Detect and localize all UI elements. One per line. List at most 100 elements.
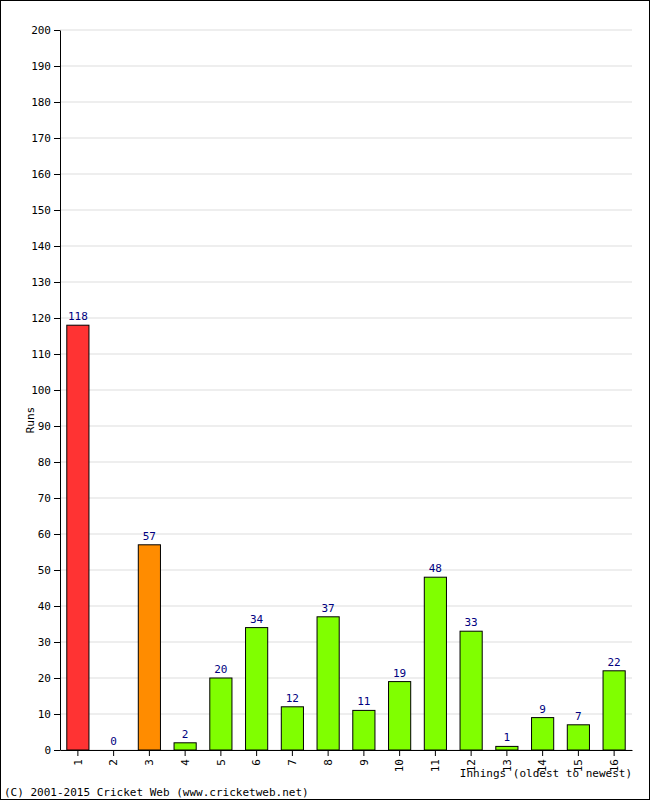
tick-label: 3 (143, 759, 156, 766)
tick-label: 90 (38, 420, 51, 433)
tick-mark (399, 750, 400, 756)
tick-label: 200 (31, 24, 51, 37)
data-label: 34 (250, 613, 264, 626)
tick: 70 (38, 492, 60, 505)
tick-mark (77, 750, 78, 756)
tick-label: 11 (429, 759, 442, 772)
y-axis: 0102030405060708090100110120130140150160… (31, 24, 60, 757)
tick-mark (471, 750, 472, 756)
plot-area: 0102030405060708090100110120130140150160… (31, 24, 632, 772)
tick: 10 (38, 708, 60, 721)
data-label: 11 (357, 695, 370, 708)
tick-label: 80 (38, 456, 51, 469)
data-label: 7 (575, 710, 582, 723)
annotation: (C) 2001-2015 Cricket Web (www.cricketwe… (4, 786, 309, 799)
tick: 20 (38, 672, 60, 685)
tick-mark (54, 390, 60, 391)
tick-mark (54, 102, 60, 103)
tick-label: 110 (31, 348, 51, 361)
tick: 4 (179, 750, 192, 766)
data-label: 1 (504, 731, 511, 744)
chart-container: 0102030405060708090100110120130140150160… (0, 0, 650, 800)
bar (389, 682, 411, 750)
tick-mark (54, 138, 60, 139)
grid-line (60, 102, 632, 103)
chart-svg: 0102030405060708090100110120130140150160… (0, 0, 650, 800)
tick-mark (54, 246, 60, 247)
grid-line (60, 390, 632, 391)
data-labels: 1180572203412371119483319722 (68, 310, 621, 748)
tick: 10 (393, 750, 406, 772)
bar (174, 743, 196, 750)
tick: 200 (31, 24, 60, 37)
tick-mark (54, 174, 60, 175)
tick: 90 (38, 420, 60, 433)
axis-line (61, 750, 633, 751)
tick: 30 (38, 636, 60, 649)
tick: 160 (31, 168, 60, 181)
tick-label: 60 (38, 528, 51, 541)
grid-line (60, 354, 632, 355)
tick-mark (328, 750, 329, 756)
tick-label: 170 (31, 132, 51, 145)
bar (103, 750, 125, 751)
tick-mark (113, 750, 114, 756)
tick-label: 50 (38, 564, 51, 577)
tick-mark (506, 750, 507, 756)
bars (67, 325, 625, 750)
tick-label: 1 (72, 759, 85, 766)
tick: 110 (31, 348, 60, 361)
data-label: 12 (286, 692, 299, 705)
tick-mark (54, 318, 60, 319)
grid-line (60, 66, 632, 67)
tick-mark (54, 498, 60, 499)
tick-mark (185, 750, 186, 756)
grid-line (60, 210, 632, 211)
tick: 140 (31, 240, 60, 253)
grid-line (60, 318, 632, 319)
grid-line (60, 246, 632, 247)
tick-label: 5 (215, 759, 228, 766)
grid (60, 30, 632, 750)
tick-mark (54, 678, 60, 679)
tick: 6 (250, 750, 263, 766)
axis-line (60, 31, 61, 751)
tick: 3 (143, 750, 156, 766)
tick-label: 180 (31, 96, 51, 109)
grid-line (60, 462, 632, 463)
tick-label: 10 (393, 759, 406, 772)
data-label: 37 (322, 602, 335, 615)
tick-mark (54, 282, 60, 283)
bar (496, 746, 518, 750)
x-axis-title: Innings (oldest to newest) (460, 767, 632, 780)
tick-mark (54, 534, 60, 535)
tick-mark (149, 750, 150, 756)
bar (210, 678, 232, 750)
tick-label: 30 (38, 636, 51, 649)
tick-mark (363, 750, 364, 756)
data-label: 48 (429, 562, 442, 575)
grid-line (60, 138, 632, 139)
tick: 50 (38, 564, 60, 577)
tick-label: 140 (31, 240, 51, 253)
tick-mark (54, 714, 60, 715)
tick-mark (54, 210, 60, 211)
data-label: 0 (110, 735, 117, 748)
tick-label: 40 (38, 600, 51, 613)
data-label: 22 (608, 656, 621, 669)
data-label: 2 (182, 728, 189, 741)
bar (281, 707, 303, 750)
tick: 190 (31, 60, 60, 73)
bar (67, 325, 89, 750)
tick-label: 100 (31, 384, 51, 397)
tick-label: 150 (31, 204, 51, 217)
grid-line (60, 30, 632, 31)
background (1, 1, 650, 800)
tick-label: 4 (179, 759, 192, 766)
tick-label: 9 (358, 759, 371, 766)
tick-mark (54, 354, 60, 355)
tick-label: 7 (286, 759, 299, 766)
tick-mark (54, 606, 60, 607)
data-label: 118 (68, 310, 88, 323)
tick: 11 (429, 750, 442, 772)
